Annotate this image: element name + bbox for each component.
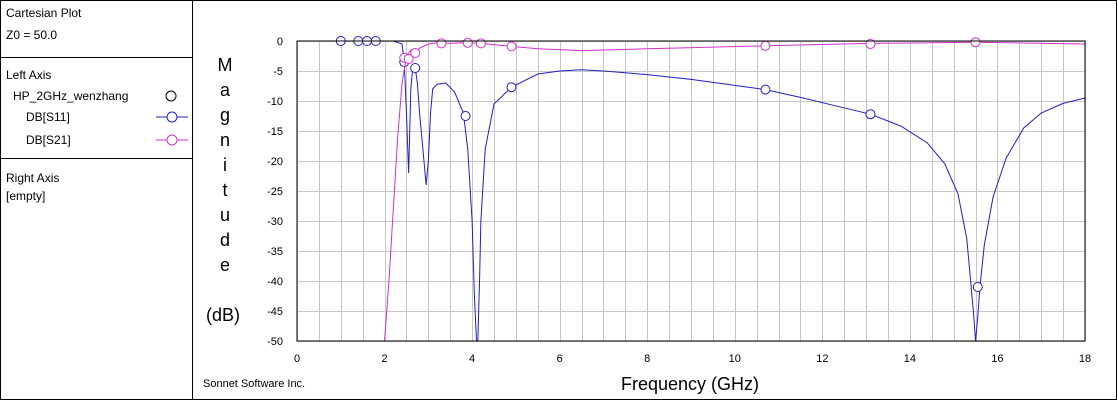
- y-label-letter: e: [220, 255, 230, 275]
- y-tick-label: -35: [267, 246, 283, 258]
- data-point-dbs21: [403, 54, 414, 64]
- tick-labels-layer: 0 2 4 6 8 10 12 14 16 18 0 -5 -10 -15 -20 -25 -30 -35 -40 -…: [267, 36, 1091, 365]
- chart-area: 0 2 4 6 8 10 12 14 16 18 0 -5 -10 -15 -20 -25 -30 -35 -40 -…: [203, 36, 1091, 394]
- data-point-dbs21: [970, 37, 981, 48]
- data-point-dbs11: [506, 82, 517, 93]
- legend-symbol-s21-icon: [156, 134, 188, 146]
- y-tick-label: -25: [267, 186, 283, 198]
- project-name[interactable]: HP_2GHz_wenzhang: [13, 89, 129, 103]
- data-point-dbs21: [436, 38, 447, 49]
- x-tick-label: 6: [557, 353, 563, 365]
- y-tick-label: -45: [267, 306, 283, 318]
- data-point-dbs21: [865, 39, 876, 49]
- legend-label-s11[interactable]: DB[S11]: [26, 110, 70, 124]
- data-point-dbs11: [972, 282, 983, 292]
- x-tick-label: 8: [644, 353, 650, 365]
- legend-marker-s11: [166, 111, 178, 123]
- y-label-letter: M: [218, 55, 233, 75]
- x-tick-label: 2: [381, 353, 387, 365]
- y-label-letter: u: [220, 205, 230, 225]
- x-tick-label: 18: [1079, 353, 1091, 365]
- x-tick-label: 0: [294, 353, 300, 365]
- x-tick-label: 16: [991, 353, 1003, 365]
- legend-marker-s21: [166, 134, 178, 146]
- project-marker-icon: [165, 90, 177, 102]
- data-point-dbs21: [760, 40, 771, 51]
- data-point-dbs11: [460, 111, 471, 121]
- x-tick-label: 14: [904, 353, 916, 365]
- y-label-letter: a: [220, 80, 231, 100]
- y-label-unit: (dB): [206, 305, 240, 325]
- y-tick-label: -5: [273, 66, 283, 78]
- x-tick-label: 10: [729, 353, 741, 365]
- data-point-dbs11: [410, 63, 421, 73]
- y-tick-label: -40: [267, 276, 283, 288]
- plot-info-panel: Cartesian Plot Z0 = 50.0: [1, 1, 192, 58]
- right-axis-panel: Right Axis [empty]: [1, 159, 192, 399]
- data-point-dbs11: [760, 84, 771, 95]
- right-axis-value: [empty]: [6, 189, 46, 203]
- data-point-dbs21: [506, 41, 517, 52]
- vendor-label: Sonnet Software Inc.: [203, 378, 305, 390]
- grid-layer: [297, 41, 1086, 342]
- y-label-letter: d: [220, 230, 230, 250]
- data-point-dbs21: [462, 37, 473, 48]
- y-tick-label: 0: [277, 36, 283, 48]
- x-tick-label: 12: [816, 353, 828, 365]
- y-label-letter: g: [220, 105, 230, 125]
- left-axis-heading: Left Axis: [6, 68, 52, 82]
- plot-sidebar: Cartesian Plot Z0 = 50.0 Left Axis HP_2G…: [1, 1, 193, 399]
- plot-title: Cartesian Plot: [6, 6, 82, 20]
- y-label-letter: n: [220, 130, 230, 150]
- series-layer: [335, 36, 1085, 341]
- legend-label-s21[interactable]: DB[S21]: [26, 133, 71, 147]
- legend-symbol-s11-icon: [156, 111, 188, 123]
- data-point-dbs11: [865, 109, 876, 120]
- y-label-letter: t: [222, 180, 227, 200]
- data-point-dbs21: [475, 38, 486, 49]
- data-point-dbs21: [410, 48, 421, 58]
- y-tick-label: -50: [267, 336, 283, 348]
- right-axis-heading: Right Axis: [6, 171, 60, 185]
- y-label-letter: i: [223, 155, 227, 175]
- left-axis-panel: Left Axis HP_2GHz_wenzhang DB[S11] DB[S2…: [1, 58, 192, 159]
- y-tick-label: -10: [267, 96, 283, 108]
- y-tick-label: -30: [267, 216, 283, 228]
- x-axis-label: Frequency (GHz): [621, 374, 759, 394]
- y-tick-label: -15: [267, 126, 283, 138]
- x-tick-label: 4: [469, 353, 475, 365]
- z0-value: Z0 = 50.0: [6, 28, 58, 42]
- plot-frame: [296, 40, 1086, 342]
- y-tick-label: -20: [267, 156, 283, 168]
